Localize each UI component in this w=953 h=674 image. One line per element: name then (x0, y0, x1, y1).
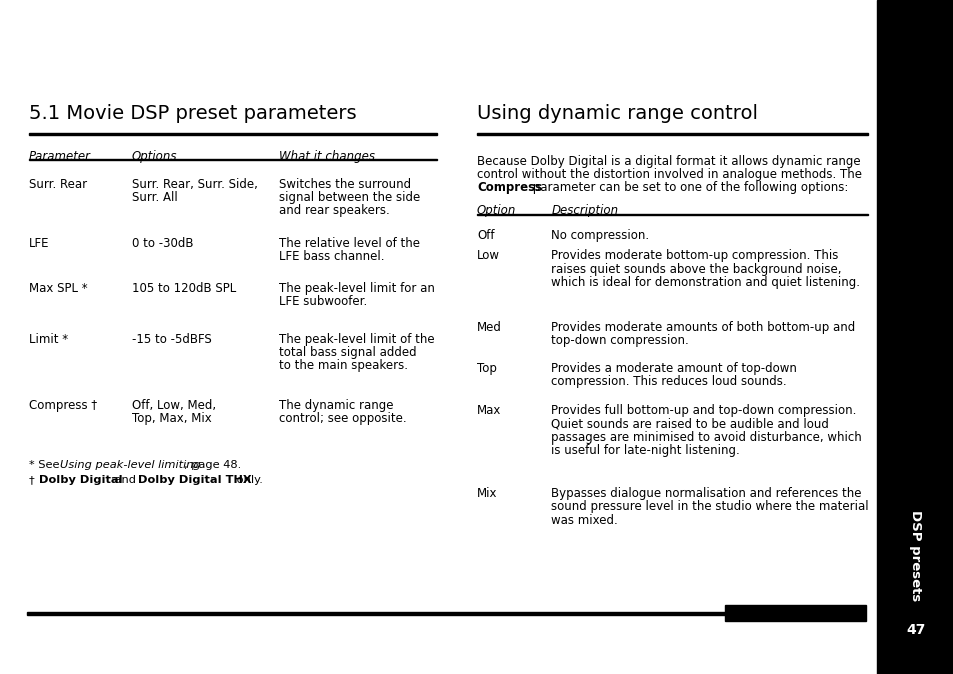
Text: top-down compression.: top-down compression. (551, 334, 688, 347)
Text: Surr. Rear: Surr. Rear (29, 178, 87, 191)
Text: Off, Low, Med,: Off, Low, Med, (132, 399, 215, 412)
Text: -15 to -5dBFS: -15 to -5dBFS (132, 333, 212, 346)
Text: sound pressure level in the studio where the material: sound pressure level in the studio where… (551, 500, 868, 514)
Text: control; see opposite.: control; see opposite. (278, 412, 406, 425)
Text: Bypasses dialogue normalisation and references the: Bypasses dialogue normalisation and refe… (551, 487, 861, 500)
Text: Because Dolby Digital is a digital format it allows dynamic range: Because Dolby Digital is a digital forma… (476, 155, 860, 168)
Text: What it changes: What it changes (278, 150, 375, 162)
Text: Using dynamic range control: Using dynamic range control (476, 104, 758, 123)
Text: Quiet sounds are raised to be audible and loud: Quiet sounds are raised to be audible an… (551, 417, 828, 431)
Text: Option: Option (476, 204, 516, 217)
Bar (724, 605, 865, 621)
Bar (476, 214, 867, 215)
Text: raises quiet sounds above the background noise,: raises quiet sounds above the background… (551, 262, 841, 276)
Text: Compress: Compress (476, 181, 541, 194)
Text: to the main speakers.: to the main speakers. (278, 359, 407, 372)
Text: Max: Max (476, 404, 501, 417)
Text: DSP presets: DSP presets (908, 510, 922, 602)
Bar (476, 133, 867, 135)
Text: Max SPL *: Max SPL * (29, 282, 87, 295)
Text: Surr. All: Surr. All (132, 191, 177, 204)
Text: Dolby Digital THX: Dolby Digital THX (138, 475, 252, 485)
Text: Dolby Digital: Dolby Digital (39, 475, 123, 485)
Text: Mix: Mix (476, 487, 497, 500)
Text: control without the distortion involved in analogue methods. The: control without the distortion involved … (476, 168, 862, 181)
Text: 5.1 Movie DSP preset parameters: 5.1 Movie DSP preset parameters (29, 104, 355, 123)
Bar (876, 0, 953, 674)
Text: 47: 47 (905, 623, 924, 637)
Text: LFE: LFE (29, 237, 49, 250)
Text: signal between the side: signal between the side (278, 191, 419, 204)
Text: Limit *: Limit * (29, 333, 68, 346)
Bar (29, 159, 436, 160)
Text: LFE bass channel.: LFE bass channel. (278, 250, 384, 264)
Text: Options: Options (132, 150, 177, 162)
Text: Surr. Rear, Surr. Side,: Surr. Rear, Surr. Side, (132, 178, 257, 191)
Text: No compression.: No compression. (551, 229, 649, 242)
Text: Low: Low (476, 249, 499, 262)
Text: only.: only. (233, 475, 262, 485)
Text: 0 to -30dB: 0 to -30dB (132, 237, 193, 250)
Text: Off: Off (476, 229, 494, 242)
Text: Provides moderate amounts of both bottom-up and: Provides moderate amounts of both bottom… (551, 321, 855, 334)
Text: * See: * See (29, 460, 63, 470)
Text: Top, Max, Mix: Top, Max, Mix (132, 412, 212, 425)
Text: which is ideal for demonstration and quiet listening.: which is ideal for demonstration and qui… (551, 276, 860, 288)
Text: Provides full bottom-up and top-down compression.: Provides full bottom-up and top-down com… (551, 404, 856, 417)
Bar (27, 612, 724, 615)
Text: The peak-level limit for an: The peak-level limit for an (278, 282, 434, 295)
Bar (29, 133, 436, 135)
Text: Provides a moderate amount of top-down: Provides a moderate amount of top-down (551, 362, 797, 375)
Text: , page 48.: , page 48. (184, 460, 241, 470)
Text: †: † (29, 475, 38, 485)
Text: Using peak-level limiting: Using peak-level limiting (60, 460, 201, 470)
Text: passages are minimised to avoid disturbance, which: passages are minimised to avoid disturba… (551, 431, 862, 443)
Text: Top: Top (476, 362, 497, 375)
Text: and rear speakers.: and rear speakers. (278, 204, 389, 217)
Text: Provides moderate bottom-up compression. This: Provides moderate bottom-up compression.… (551, 249, 838, 262)
Text: The peak-level limit of the: The peak-level limit of the (278, 333, 434, 346)
Text: total bass signal added: total bass signal added (278, 346, 416, 359)
Text: was mixed.: was mixed. (551, 514, 618, 526)
Text: Compress †: Compress † (29, 399, 96, 412)
Text: Description: Description (551, 204, 618, 217)
Text: The dynamic range: The dynamic range (278, 399, 393, 412)
Text: Parameter: Parameter (29, 150, 91, 162)
Text: 105 to 120dB SPL: 105 to 120dB SPL (132, 282, 235, 295)
Text: LFE subwoofer.: LFE subwoofer. (278, 295, 367, 308)
Text: is useful for late-night listening.: is useful for late-night listening. (551, 443, 740, 457)
Text: Med: Med (476, 321, 501, 334)
Text: Switches the surround: Switches the surround (278, 178, 410, 191)
Text: parameter can be set to one of the following options:: parameter can be set to one of the follo… (529, 181, 848, 194)
Text: The relative level of the: The relative level of the (278, 237, 419, 250)
Text: compression. This reduces loud sounds.: compression. This reduces loud sounds. (551, 375, 786, 388)
Text: and: and (111, 475, 139, 485)
